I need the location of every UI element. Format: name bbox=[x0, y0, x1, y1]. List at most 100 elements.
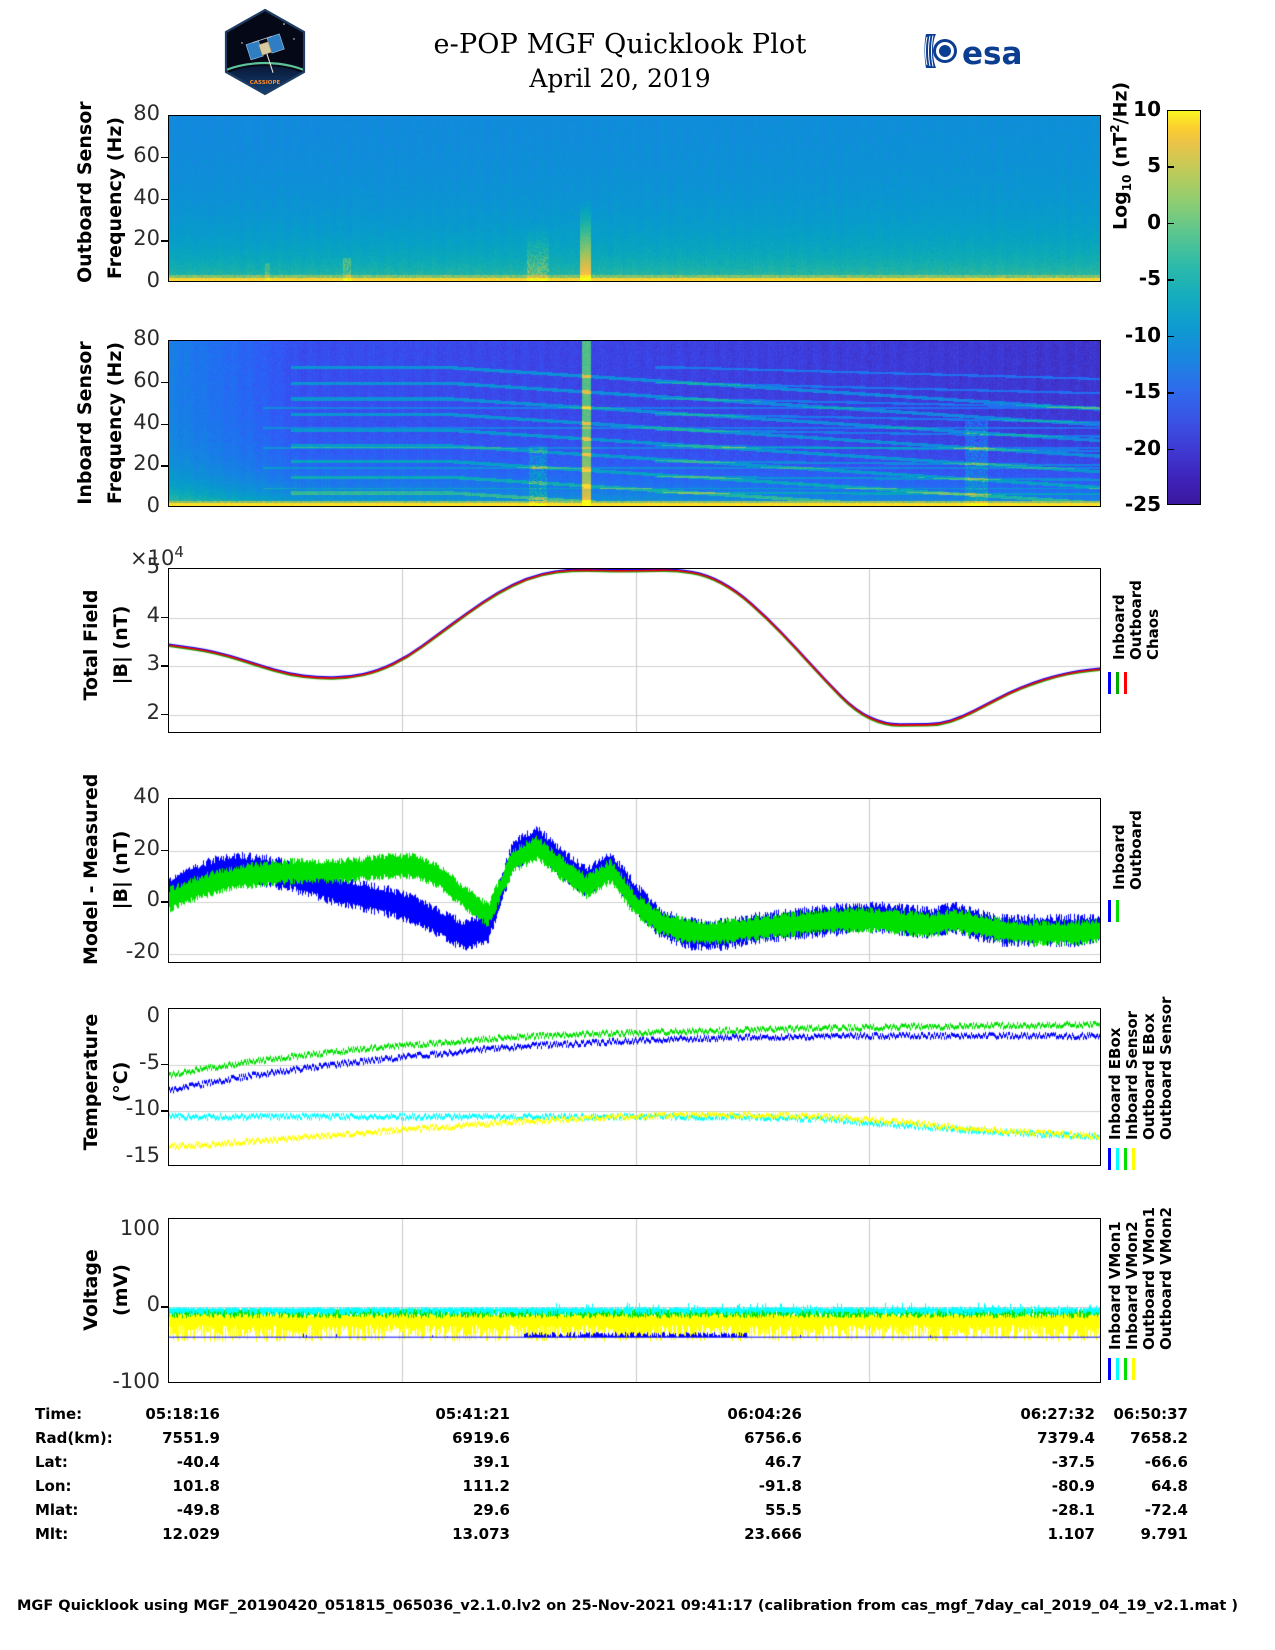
info-row-value: -40.4 bbox=[176, 1453, 220, 1471]
info-row-key: Time: bbox=[35, 1405, 83, 1423]
info-row-value: 39.1 bbox=[472, 1453, 510, 1471]
info-row-value: -66.6 bbox=[1144, 1453, 1188, 1471]
model-meas-ytick--20: -20 bbox=[125, 938, 160, 963]
legend-label-inboard-vmon2: Inboard VMon2 bbox=[1123, 1221, 1141, 1350]
temperature-ytick--5: -5 bbox=[139, 1049, 160, 1074]
legend-label-chaos: Chaos bbox=[1144, 608, 1162, 660]
info-row-key: Mlt: bbox=[35, 1525, 69, 1543]
colorbar-gradient bbox=[1167, 110, 1201, 505]
colorbar-tick-label: -10 bbox=[1124, 322, 1161, 347]
cb-title-unit-pre: (nT bbox=[1109, 132, 1132, 175]
ephemeris-info-table: Time: 05:18:16 05:41:21 06:04:26 06:27:32 06:… bbox=[0, 1405, 1275, 1549]
inboard-ytick-60: 60 bbox=[133, 367, 160, 392]
colorbar-tick bbox=[1167, 222, 1174, 225]
total-field-axes[interactable] bbox=[168, 568, 1101, 733]
colorbar-tick bbox=[1167, 392, 1174, 394]
colorbar: 10 5 0 -5 -10 -15 -20 -25 bbox=[1125, 97, 1201, 516]
colorbar-tick bbox=[1167, 335, 1174, 338]
axis-tick-mark bbox=[161, 156, 168, 159]
info-row-value: 06:04:26 bbox=[727, 1405, 802, 1423]
info-row-value: 05:18:16 bbox=[145, 1405, 220, 1423]
svg-text:CASSIOPE: CASSIOPE bbox=[250, 80, 281, 86]
outboard-spectrogram-image bbox=[169, 116, 1100, 281]
legend-swatch-chaos bbox=[1124, 672, 1127, 694]
voltage-lines bbox=[169, 1219, 1100, 1382]
inboard-ytick-0: 0 bbox=[146, 493, 160, 517]
legend-swatch-outboard-ebox bbox=[1124, 1148, 1127, 1170]
info-row-value: 9.791 bbox=[1140, 1525, 1188, 1543]
legend-label-inboard-ebox: Inboard EBox bbox=[1106, 1027, 1124, 1140]
legend-swatch-inboard-vmon1 bbox=[1108, 1358, 1111, 1380]
legend-label-inboard-vmon1: Inboard VMon1 bbox=[1106, 1221, 1124, 1350]
info-row-value: 6756.6 bbox=[744, 1429, 802, 1447]
voltage-legend-swatches bbox=[1108, 1358, 1135, 1380]
info-row: Mlat: -49.8 29.6 55.5 -28.1 -72.4 bbox=[0, 1501, 1275, 1525]
colorbar-tick bbox=[1167, 448, 1174, 451]
info-row: Rad(km): 7551.9 6919.6 6756.6 7379.4 7658.2 bbox=[0, 1429, 1275, 1453]
colorbar-title: Log10 (nT2/Hz) bbox=[1108, 82, 1134, 230]
info-row-value: 12.029 bbox=[162, 1525, 220, 1543]
info-row-value: -80.9 bbox=[1051, 1477, 1095, 1495]
axis-tick-mark bbox=[161, 1110, 168, 1112]
colorbar-tick-label: -20 bbox=[1124, 435, 1161, 460]
info-row-value: 13.073 bbox=[452, 1525, 510, 1543]
legend-label-outboard-ebox: Outboard EBox bbox=[1140, 1013, 1158, 1140]
outboard-ytick-40: 40 bbox=[133, 184, 160, 209]
total-field-axis-title-2: |B| (nT) bbox=[110, 605, 132, 685]
info-row-value: -37.5 bbox=[1051, 1453, 1095, 1471]
info-row-value: 7551.9 bbox=[162, 1429, 220, 1447]
info-row-value: 1.107 bbox=[1047, 1525, 1095, 1543]
voltage-axis-title-2: (mV) bbox=[110, 1264, 132, 1316]
colorbar-tick-label: 5 bbox=[1147, 153, 1161, 178]
info-row-value: -28.1 bbox=[1051, 1501, 1095, 1519]
temperature-axes[interactable] bbox=[168, 1008, 1101, 1166]
colorbar-tick-label: -5 bbox=[1138, 266, 1161, 291]
axis-tick-mark bbox=[161, 423, 168, 426]
outboard-ytick-20: 20 bbox=[133, 226, 160, 251]
axis-tick-mark bbox=[161, 1306, 168, 1308]
voltage-ytick-100: 100 bbox=[119, 1215, 160, 1240]
svg-text:esa: esa bbox=[962, 36, 1022, 72]
colorbar-tick bbox=[1167, 279, 1174, 281]
info-row-value: 64.8 bbox=[1150, 1477, 1188, 1495]
info-row-value: 29.6 bbox=[472, 1501, 510, 1519]
cb-title-sub: 10 bbox=[1120, 174, 1135, 192]
total-field-lines bbox=[169, 569, 1100, 732]
colorbar-tick bbox=[1167, 166, 1174, 169]
info-row-value: 06:50:37 bbox=[1113, 1405, 1188, 1423]
axis-tick-mark bbox=[161, 1063, 168, 1066]
info-row-key: Mlat: bbox=[35, 1501, 79, 1519]
legend-swatch-inboard-sensor bbox=[1116, 1148, 1119, 1170]
info-row-key: Lat: bbox=[35, 1453, 68, 1471]
colorbar-tick-label: -15 bbox=[1124, 379, 1161, 404]
voltage-axes[interactable] bbox=[168, 1218, 1101, 1383]
cb-title-base: Log bbox=[1109, 191, 1132, 230]
info-row: Lon: 101.8 111.2 -91.8 -80.9 64.8 bbox=[0, 1477, 1275, 1501]
info-row-value: -49.8 bbox=[176, 1501, 220, 1519]
inboard-ytick-80: 80 bbox=[133, 326, 160, 350]
total-field-ytick-3: 3 bbox=[146, 651, 160, 676]
info-row-value: 101.8 bbox=[172, 1477, 220, 1495]
legend-swatch-inboard-vmon2 bbox=[1116, 1358, 1119, 1380]
cassiope-mission-patch-icon: CASSIOPE bbox=[222, 8, 308, 96]
total-field-exponent: ×104 bbox=[130, 543, 184, 570]
voltage-ytick-0: 0 bbox=[146, 1292, 160, 1317]
info-row-value: 55.5 bbox=[764, 1501, 802, 1519]
model-minus-measured-legend-swatches bbox=[1108, 900, 1119, 922]
esa-logo-icon: esa bbox=[922, 28, 1044, 74]
legend-label-outboard-vmon2: Outboard VMon2 bbox=[1157, 1206, 1175, 1350]
colorbar-tick-label: 0 bbox=[1147, 209, 1161, 234]
inboard-spectrogram-axes[interactable] bbox=[168, 340, 1101, 507]
model-minus-measured-axes[interactable] bbox=[168, 798, 1101, 963]
info-row-value: 06:27:32 bbox=[1020, 1405, 1095, 1423]
info-row-value: 7379.4 bbox=[1037, 1429, 1095, 1447]
axis-tick-mark bbox=[161, 901, 168, 903]
temperature-ytick-0: 0 bbox=[146, 1003, 160, 1028]
info-row: Lat: -40.4 39.1 46.7 -37.5 -66.6 bbox=[0, 1453, 1275, 1477]
model-meas-ytick-20: 20 bbox=[133, 835, 160, 860]
legend-label-outboard: Outboard bbox=[1127, 810, 1145, 890]
info-row-key: Lon: bbox=[35, 1477, 72, 1495]
outboard-spectrogram-axes[interactable] bbox=[168, 115, 1101, 282]
legend-swatch-inboard bbox=[1108, 672, 1111, 694]
